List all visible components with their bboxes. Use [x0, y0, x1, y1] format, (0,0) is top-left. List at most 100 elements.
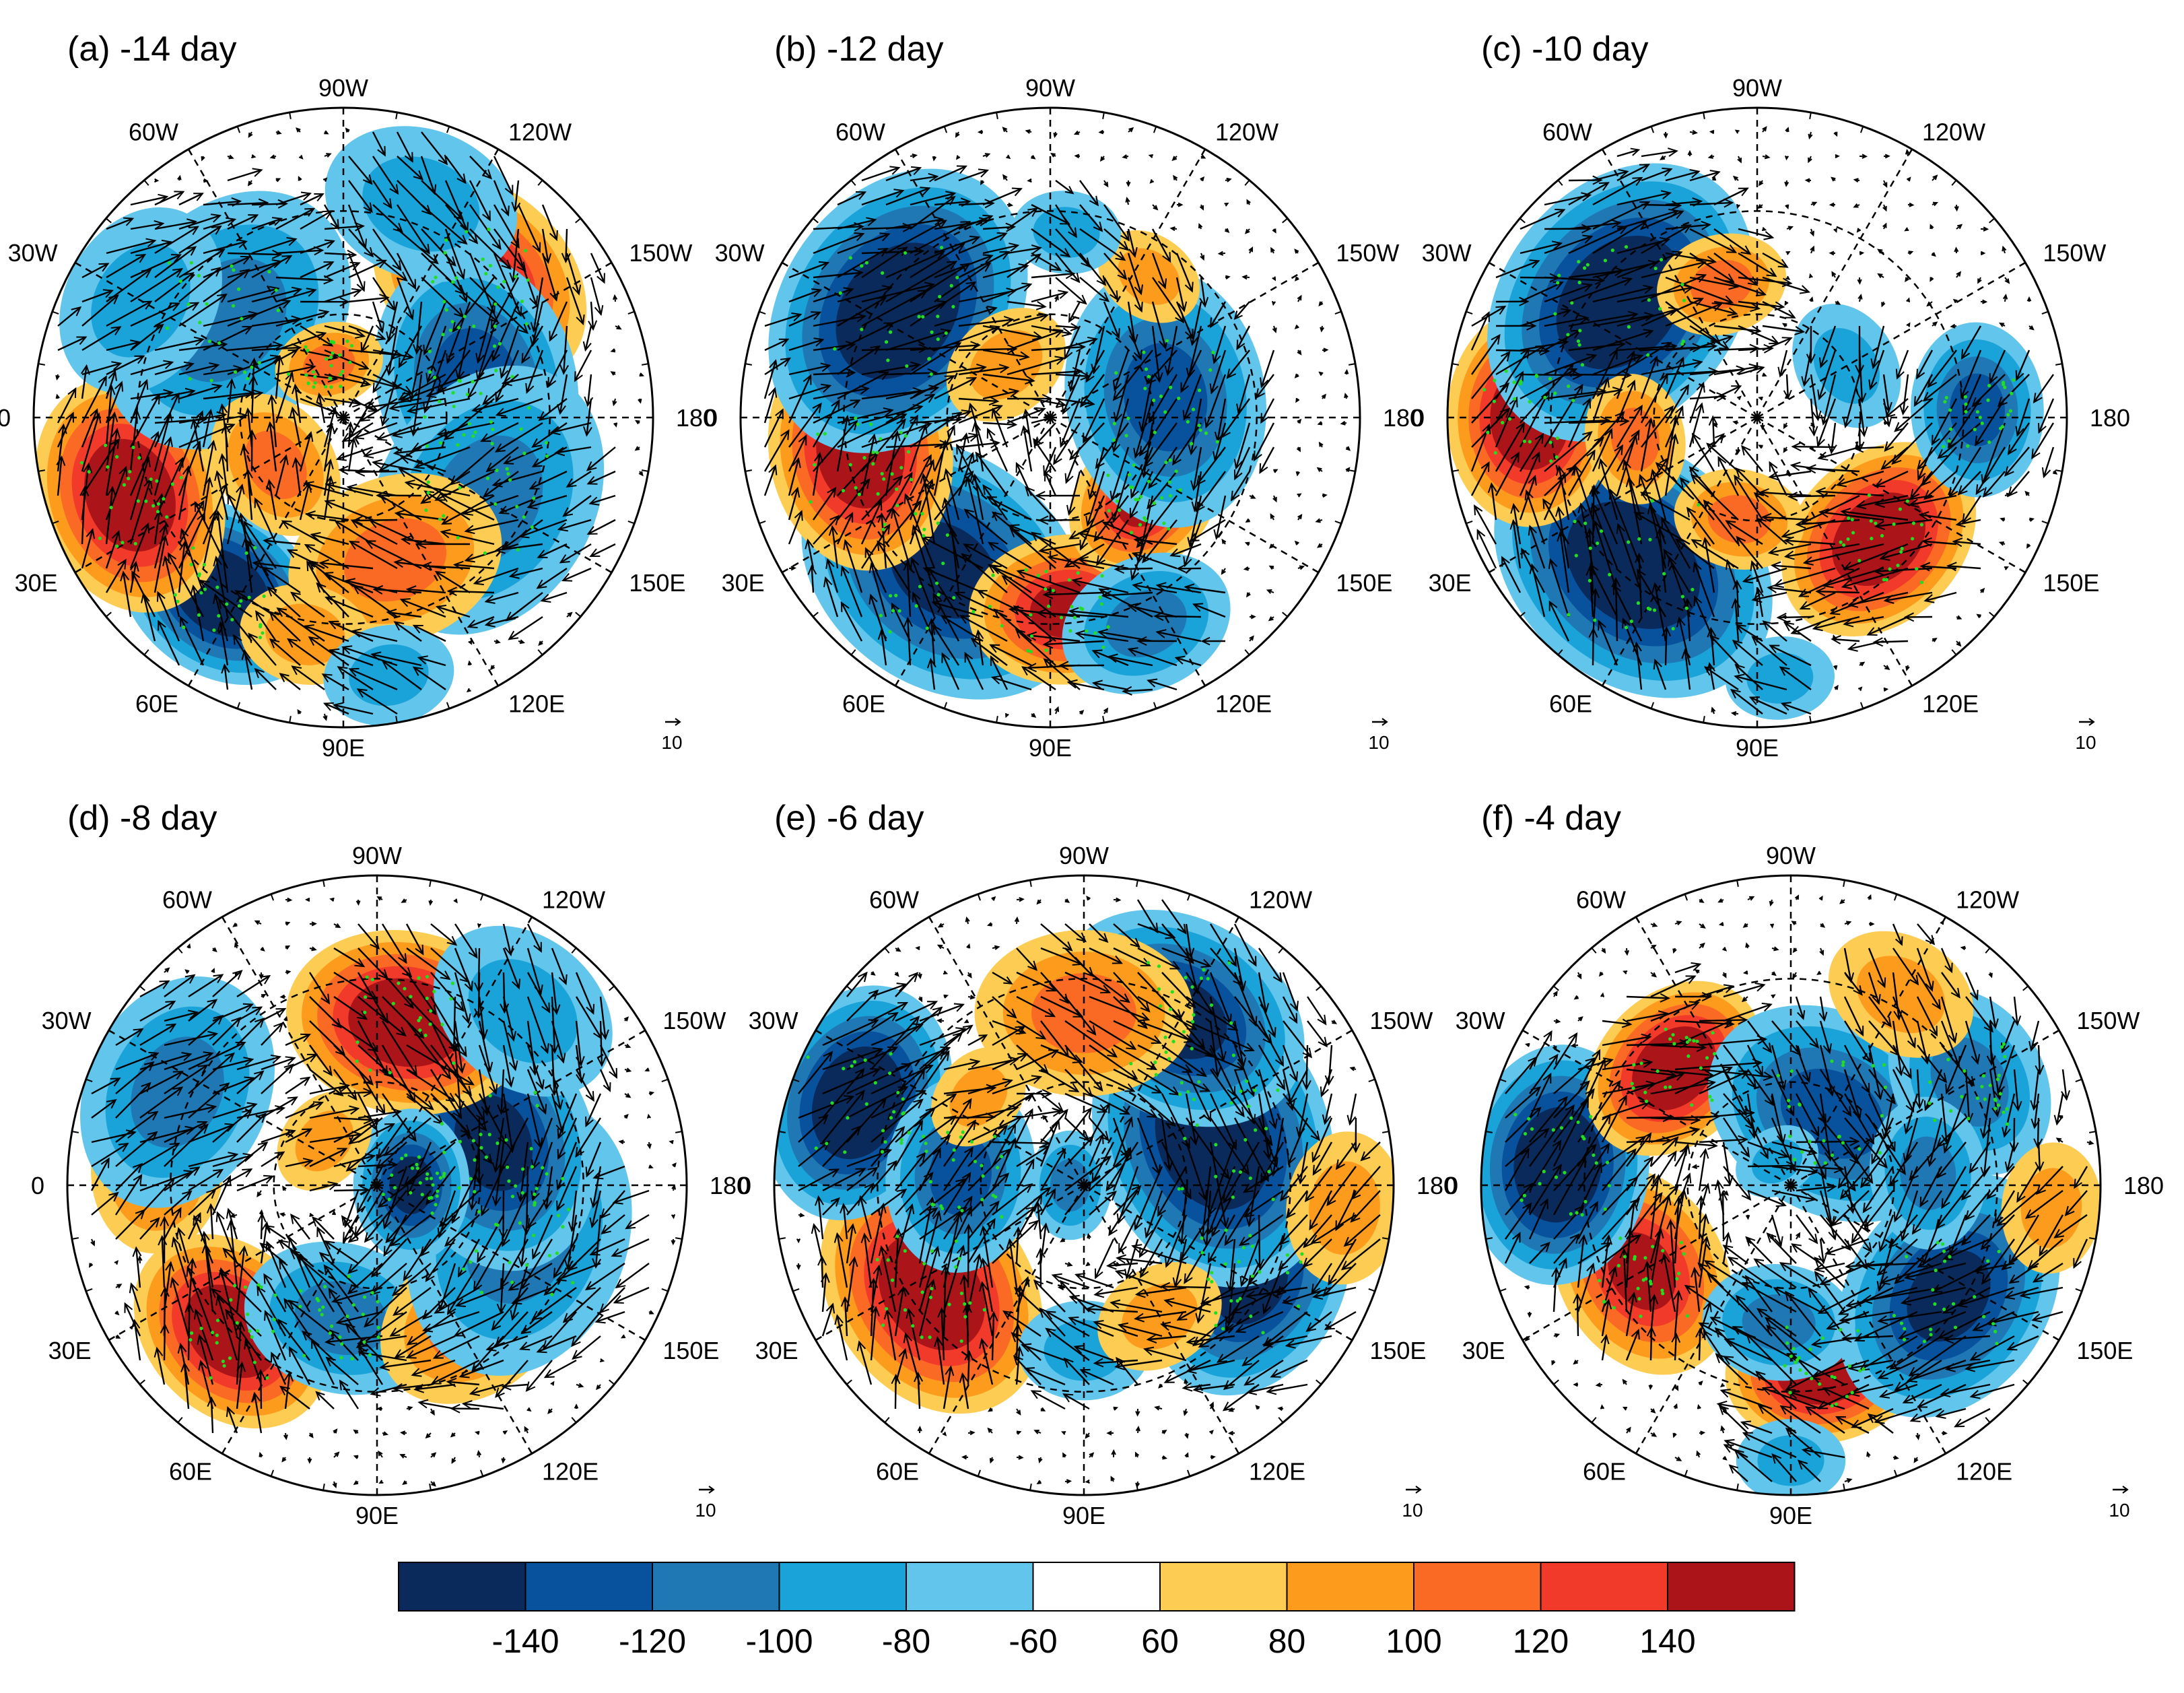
lon-label-right: 180 [2090, 404, 2130, 432]
lon-label-right: 180 [1417, 1172, 1457, 1199]
lon-label-bl: 60E [169, 1457, 212, 1485]
colorbar-tick-label: 120 [1513, 1622, 1569, 1660]
rim-ticks [774, 875, 1394, 1495]
ref-vector-label: 10 [2109, 1500, 2129, 1521]
anomaly-positive [2001, 1142, 2101, 1274]
flux-vectors [55, 127, 645, 721]
rim-ticks [1481, 875, 2101, 1495]
colorbar-tick-label: 100 [1386, 1622, 1441, 1660]
lon-label-ll: 30E [48, 1337, 92, 1364]
colorbar-bin [1413, 1562, 1542, 1612]
rim-ticks [34, 108, 653, 727]
lon-label-ul: 60W [162, 886, 212, 914]
lon-label-ul: 60W [869, 886, 919, 914]
ref-vector-label: 10 [695, 1500, 716, 1521]
lon-label-top: 90W [1059, 842, 1109, 869]
lon-label-left: 0 [31, 1172, 44, 1199]
lon-label-ll: 30E [722, 569, 765, 597]
lon-label-ur: 120W [1922, 119, 1985, 146]
panel-title: (f) -4 day [1481, 799, 1621, 838]
lon-label-ul: 60W [129, 119, 178, 146]
graticule [34, 108, 653, 727]
colorbar-tick-label: 60 [1141, 1622, 1179, 1660]
lon-label-ur: 120W [1215, 119, 1278, 146]
colorbar-bin [1286, 1562, 1414, 1612]
lon-label-bl: 60E [876, 1457, 919, 1485]
lon-label-ru: 150W [1336, 239, 1399, 267]
lon-label-rl: 150E [1369, 1337, 1426, 1364]
lon-label-rl: 150E [662, 1337, 719, 1364]
rim-ticks [741, 108, 1360, 727]
lon-label-br: 120E [1215, 690, 1272, 717]
lon-label-ul: 60W [1576, 886, 1626, 914]
lon-label-right: 180 [1383, 404, 1423, 432]
lon-label-lu: 30W [8, 239, 58, 267]
rim-ticks [67, 875, 687, 1495]
lon-label-bottom: 90E [355, 1502, 399, 1529]
lon-label-lu: 30W [1422, 239, 1472, 267]
ref-vector-label: 10 [661, 732, 682, 753]
colorbar-bin [1540, 1562, 1668, 1612]
lon-label-lu: 30W [42, 1007, 92, 1034]
anomaly-negative [323, 624, 454, 726]
lon-label-lu: 30W [749, 1007, 798, 1034]
colorbar-tick-label: -120 [619, 1622, 686, 1660]
significance-dots [809, 246, 1219, 654]
significance-dots [806, 960, 1304, 1343]
colorbar-bin [1159, 1562, 1288, 1612]
ref-vector-label: 10 [2075, 732, 2096, 753]
lon-label-top: 90W [1025, 74, 1075, 102]
map-body [1447, 108, 2067, 727]
lon-label-ru: 150W [1369, 1007, 1433, 1034]
map-body [741, 108, 1360, 727]
panel-title: (b) -12 day [774, 30, 943, 69]
flux-vectors [1470, 126, 2058, 717]
panel-title: (c) -10 day [1481, 30, 1649, 69]
lon-label-bottom: 90E [1062, 1502, 1105, 1529]
panel-c: (c) -10 day 90W 90E 0 180 60W 120W 30W 150W 30E 15… [1411, 30, 2130, 762]
colorbar-bin [398, 1562, 526, 1612]
flux-vectors [89, 896, 677, 1489]
lon-label-bottom: 90E [1736, 734, 1779, 762]
lon-label-ll: 30E [1462, 1337, 1505, 1364]
significance-dots [1482, 244, 2016, 631]
lon-label-rl: 150E [2076, 1337, 2133, 1364]
map-body [774, 875, 1394, 1495]
lon-label-br: 120E [1249, 1457, 1305, 1485]
lon-label-right: 180 [676, 404, 716, 432]
colorbar-bin [778, 1562, 907, 1612]
lon-label-ll: 30E [755, 1337, 798, 1364]
anomaly-negative [1702, 1263, 1855, 1381]
panel-title: (d) -8 day [67, 799, 217, 838]
lon-label-bl: 60E [135, 690, 178, 717]
lon-label-rl: 150E [2043, 569, 2099, 597]
map-body [67, 875, 687, 1495]
colorbar: -140 -120 -100 -80 -60 60 80 100 120 140 [398, 1562, 1796, 1660]
panel-title: (a) -14 day [67, 30, 236, 69]
lon-label-ll: 30E [15, 569, 58, 597]
lon-label-ul: 60W [1542, 119, 1592, 146]
lon-label-bottom: 90E [1769, 1502, 1812, 1529]
colorbar-bin [906, 1562, 1034, 1612]
rim-ticks [1447, 108, 2067, 727]
lon-label-ll: 30E [1429, 569, 1472, 597]
lon-label-lu: 30W [1456, 1007, 1505, 1034]
colorbar-bin [524, 1562, 653, 1612]
panel-f: (f) -4 day 90W 90E 0 180 60W 120W 30W 150W 30E 150… [1445, 799, 2164, 1529]
lon-label-lu: 30W [715, 239, 765, 267]
lon-label-ru: 150W [629, 239, 692, 267]
colorbar-bin [652, 1562, 780, 1612]
lon-label-ur: 120W [542, 886, 605, 914]
lon-label-ru: 150W [662, 1007, 726, 1034]
lon-label-ur: 120W [1956, 886, 2019, 914]
colorbar-tick-label: 140 [1639, 1622, 1695, 1660]
lon-label-bl: 60E [842, 690, 885, 717]
lon-label-left: 0 [738, 1172, 751, 1199]
lon-label-left: 0 [0, 404, 11, 432]
lon-label-top: 90W [318, 74, 368, 102]
colorbar-bin [1667, 1562, 1796, 1612]
